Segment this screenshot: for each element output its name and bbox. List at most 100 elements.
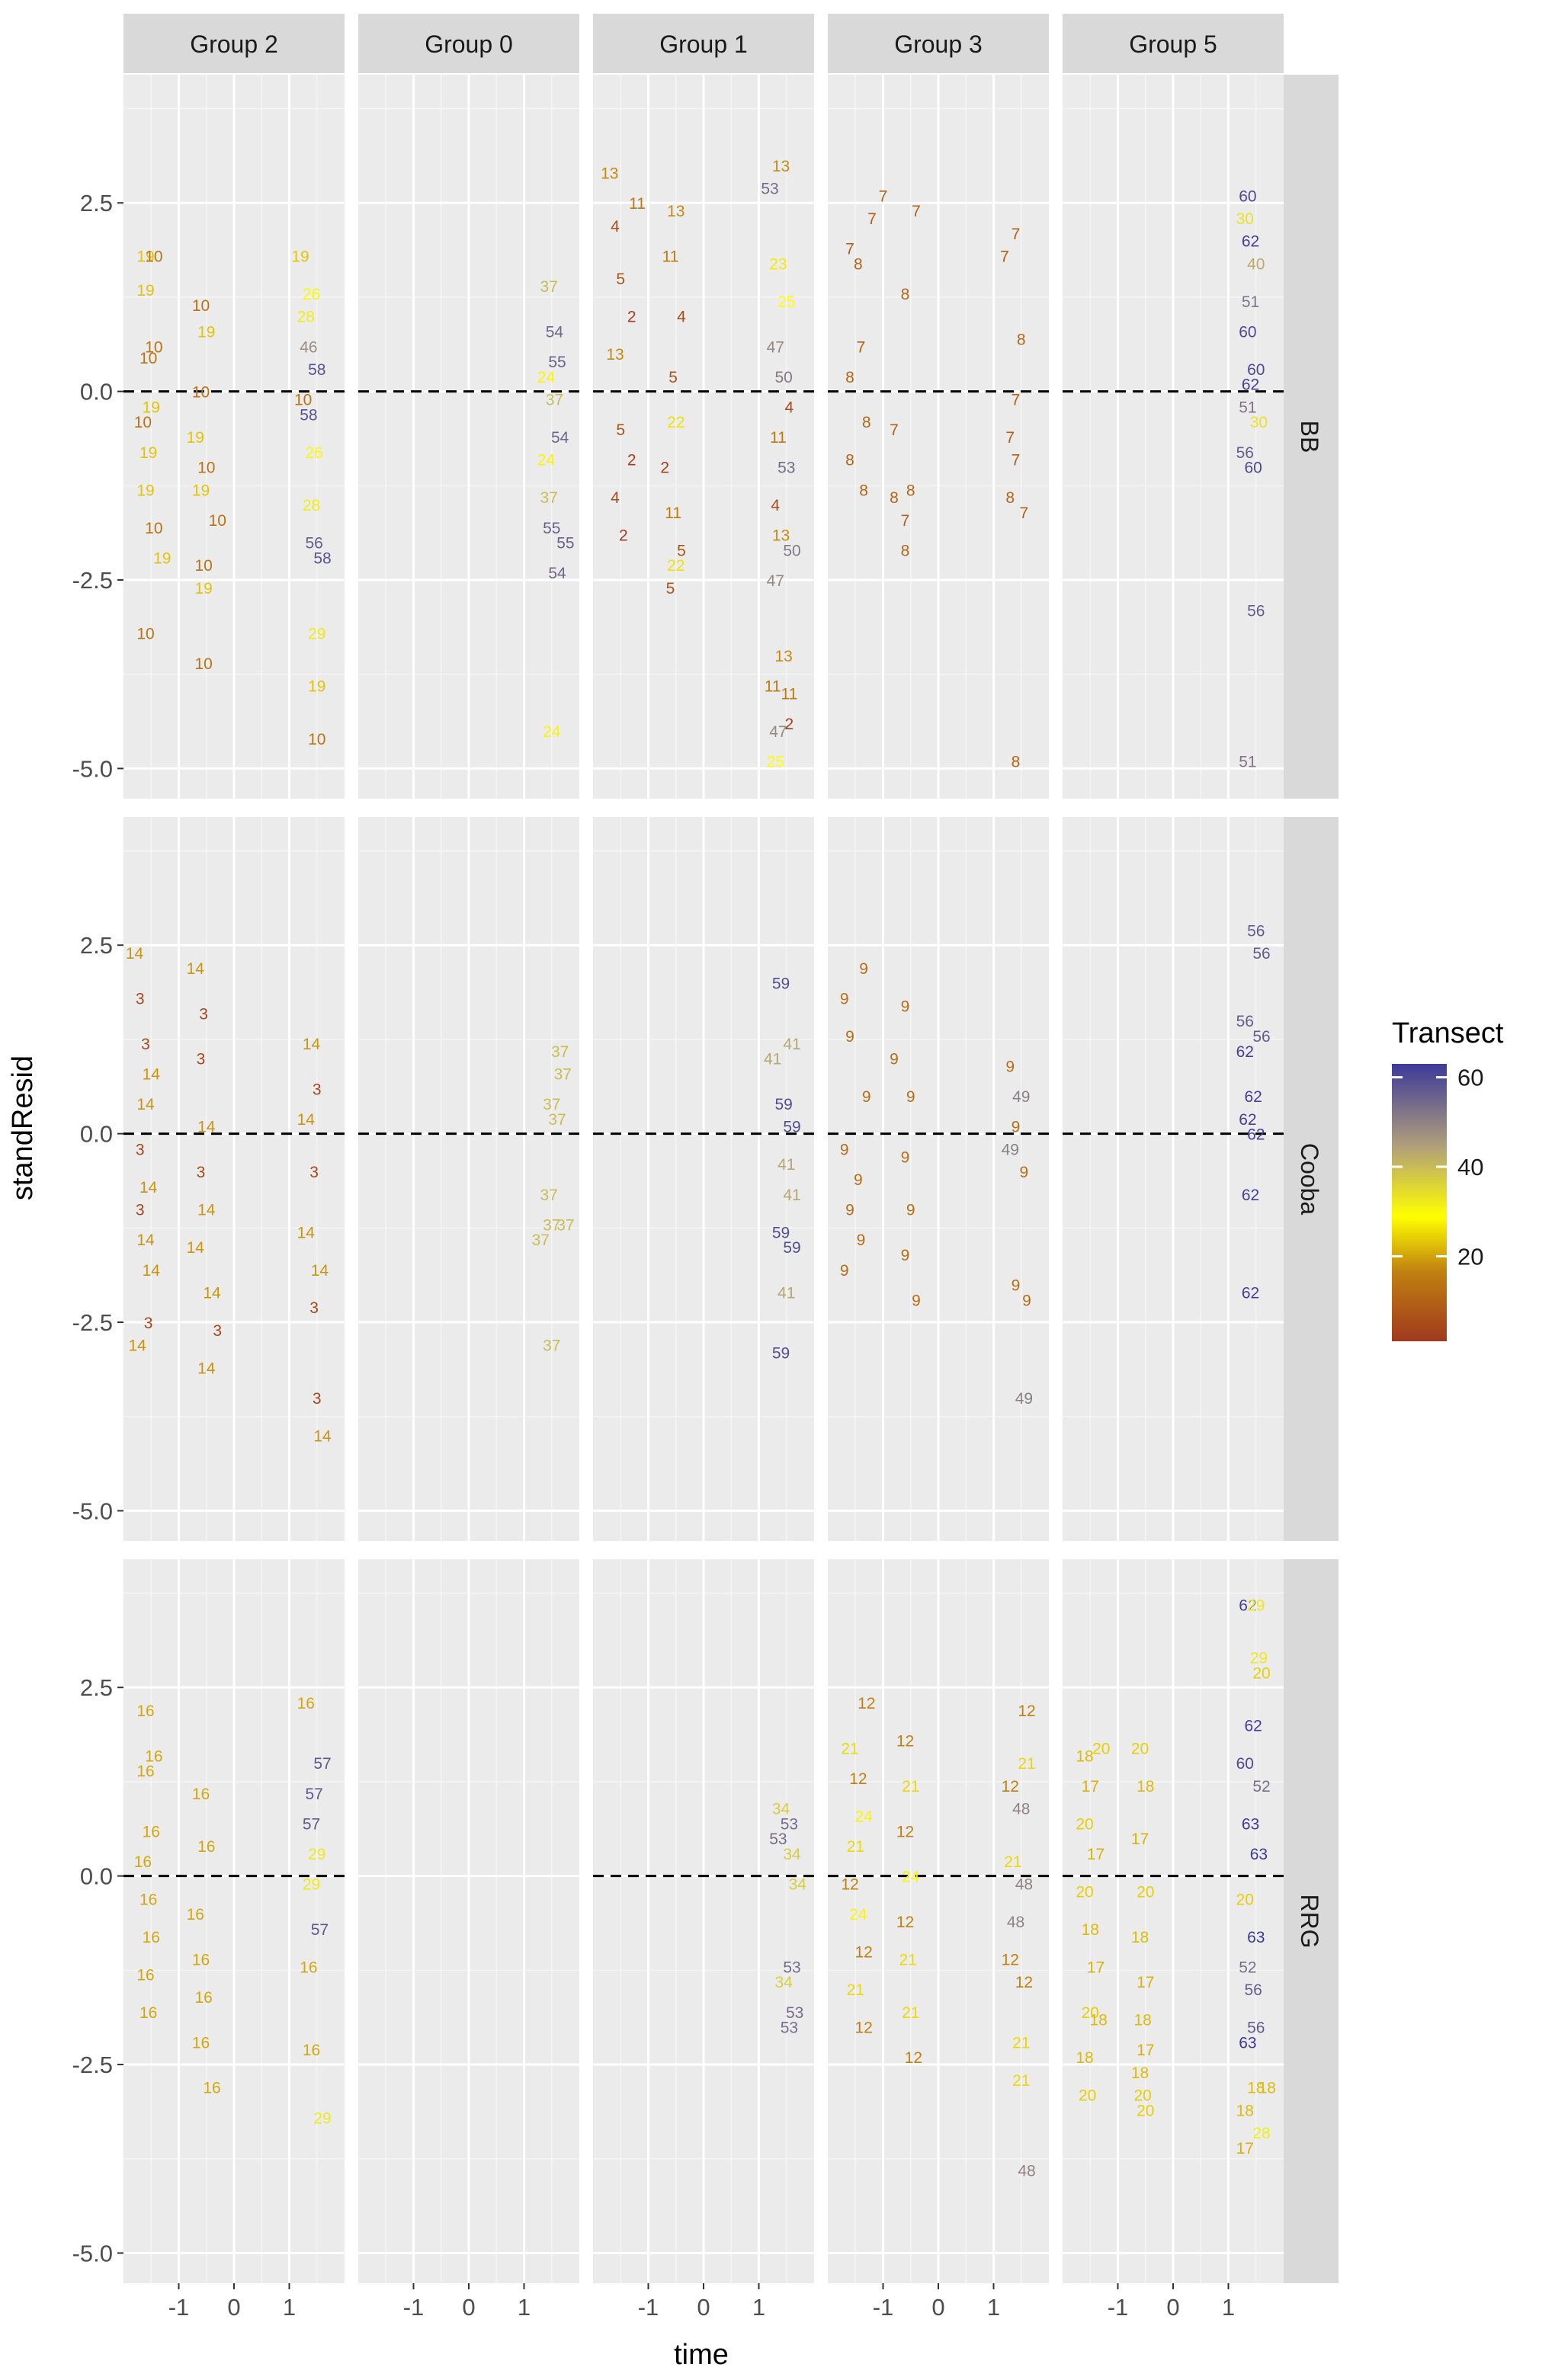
data-point-label: 8 (901, 542, 910, 559)
data-point-label: 9 (862, 1088, 871, 1106)
data-point-label: 9 (840, 1262, 849, 1280)
x-tick-label: 1 (518, 2294, 531, 2321)
data-point-label: 7 (1000, 248, 1009, 266)
data-point-label: 16 (297, 1695, 315, 1712)
data-point-label: 3 (136, 1141, 145, 1158)
facet-strip-column (1063, 14, 1284, 73)
facet-column-label: Group 2 (190, 30, 278, 58)
data-point-label: 12 (849, 1770, 867, 1788)
data-point-label: 24 (537, 452, 556, 469)
legend-tick-label: 60 (1457, 1065, 1483, 1091)
y-tick-label: -5.0 (72, 755, 113, 782)
data-point-label: 3 (144, 1315, 153, 1332)
data-point-label: 21 (847, 1981, 864, 1999)
data-point-label: 49 (1012, 1088, 1030, 1106)
y-tick-label: 2.5 (80, 190, 113, 216)
data-point-label: 12 (1015, 1974, 1033, 1991)
data-point-label: 24 (543, 723, 561, 741)
y-tick-label: 0.0 (80, 379, 113, 405)
data-point-label: 19 (153, 549, 171, 567)
data-point-label: 12 (1002, 1778, 1019, 1795)
data-point-label: 37 (543, 1096, 560, 1113)
data-point-label: 19 (136, 482, 154, 499)
data-point-label: 12 (841, 1876, 858, 1894)
data-point-label: 12 (896, 1733, 914, 1751)
data-point-label: 29 (313, 2109, 331, 2127)
data-point-label: 16 (139, 1891, 157, 1908)
data-point-label: 49 (1015, 1390, 1033, 1408)
data-point-label: 24 (849, 1906, 867, 1924)
data-point-label: 53 (783, 1959, 800, 1976)
data-point-label: 14 (313, 1427, 332, 1445)
data-point-label: 37 (540, 278, 557, 296)
data-point-label: 60 (1247, 361, 1265, 379)
data-point-label: 59 (783, 1119, 800, 1136)
facet-panel: 1311452135242131145222115225135323254750… (593, 75, 814, 799)
data-point-label: 20 (1133, 2087, 1151, 2105)
data-point-label: 13 (774, 648, 792, 665)
data-point-label: 34 (783, 1846, 801, 1863)
data-point-label: 16 (136, 1703, 154, 1720)
data-point-label: 16 (139, 2004, 157, 2022)
data-point-label: 18 (1082, 1921, 1099, 1939)
data-point-label: 59 (772, 1345, 790, 1363)
data-point-label: 11 (665, 505, 681, 522)
data-point-label: 17 (1087, 1846, 1105, 1863)
data-point-label: 10 (192, 297, 210, 315)
facet-column-label: Group 1 (659, 30, 748, 58)
data-point-label: 12 (896, 1823, 914, 1840)
data-point-label: 57 (313, 1755, 331, 1773)
data-point-label: 49 (1002, 1141, 1019, 1158)
data-point-label: 20 (1082, 2004, 1099, 2022)
y-tick-label: -2.5 (72, 567, 113, 594)
data-point-label: 7 (845, 241, 854, 258)
data-point-label: 60 (1244, 460, 1262, 477)
facet-panel: 1820172017201817201818202018172018171817… (1063, 1559, 1284, 2283)
data-point-label: 14 (197, 1202, 216, 1219)
data-point-label: 7 (890, 421, 899, 439)
facet-strip-column (828, 14, 1049, 73)
data-point-label: 4 (771, 497, 780, 514)
data-point-label: 56 (1247, 603, 1265, 620)
data-point-label: 41 (783, 1036, 800, 1053)
data-point-label: 62 (1242, 1187, 1259, 1204)
data-point-label: 16 (194, 1989, 212, 2007)
x-tick-label: -1 (403, 2294, 425, 2321)
data-point-label: 47 (767, 338, 784, 356)
data-point-label: 22 (667, 414, 685, 431)
data-point-label: 18 (1133, 2012, 1151, 2029)
data-point-label: 8 (1017, 331, 1026, 348)
data-point-label: 16 (143, 1823, 160, 1840)
data-point-label: 10 (139, 350, 157, 367)
data-point-label: 62 (1239, 1111, 1256, 1129)
data-point-label: 10 (136, 625, 154, 642)
data-point-label: 7 (867, 210, 877, 228)
data-point-label: 14 (197, 1360, 216, 1377)
facet-strip-row (1282, 75, 1339, 799)
data-point-label: 56 (1247, 2020, 1265, 2037)
x-tick-label: 0 (227, 2294, 240, 2321)
data-point-label: 10 (145, 338, 162, 356)
data-point-label: 37 (554, 1065, 572, 1083)
data-point-label: 13 (667, 203, 685, 220)
data-point-label: 9 (1012, 1277, 1021, 1295)
data-point-label: 53 (781, 1815, 798, 1833)
data-point-label: 10 (194, 557, 212, 575)
y-tick-label: 2.5 (80, 1674, 113, 1701)
data-point-label: 53 (778, 460, 795, 477)
panels-layer: Group 2 Group 0 Group 1 Group 3 Group 5BB191… (123, 14, 1339, 2283)
data-point-label: 24 (537, 369, 556, 386)
data-point-label: 8 (862, 414, 871, 431)
data-point-label: 24 (854, 1808, 873, 1825)
data-point-label: 10 (197, 460, 215, 477)
data-point-label: 56 (1236, 444, 1254, 462)
facet-strip-row (1282, 1559, 1339, 2283)
data-point-label: 21 (1018, 1755, 1035, 1773)
y-tick-label: 0.0 (80, 1121, 113, 1148)
data-point-label: 52 (1239, 1959, 1256, 1976)
data-point-label: 9 (1005, 1059, 1015, 1076)
data-point-label: 16 (136, 1763, 154, 1780)
data-point-label: 18 (1076, 2049, 1093, 2067)
